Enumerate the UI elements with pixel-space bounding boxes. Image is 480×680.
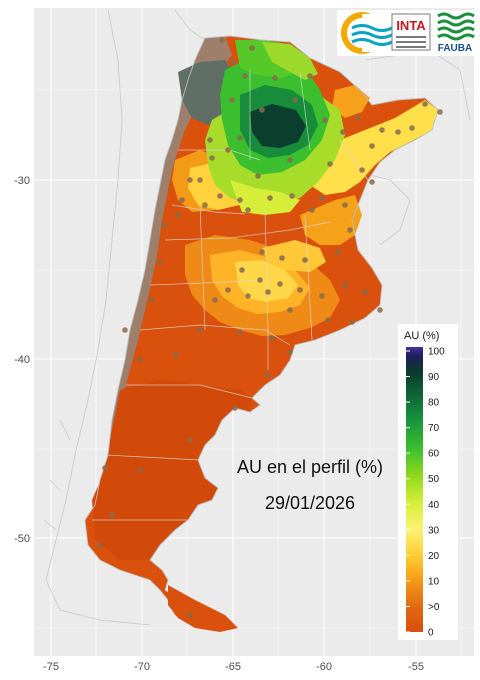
region-tierra-del-fuego [168,585,238,632]
region-ne-orange [332,85,370,118]
inta-logo-icon: INTA [391,13,431,51]
region-green-darkest [250,104,306,148]
y-tick-label: -50 [14,533,30,545]
first-logo-icon [341,12,393,54]
legend-label: 40 [428,500,440,511]
x-tick-label: -75 [43,661,59,673]
x-axis-ticks: -75 -70 -65 -60 -55 [43,661,424,673]
legend-label: 60 [428,449,440,460]
region-pampas-north [262,240,326,272]
legend-label: 20 [428,551,440,562]
neighbor-borders [43,9,471,626]
x-tick-label: -70 [134,661,150,673]
x-tick-label: -55 [408,661,424,673]
legend-label: 50 [428,474,440,485]
legend-label: 10 [428,576,440,587]
region-chaco-yellowgreen [230,180,300,215]
inta-logo-text: INTA [396,18,426,33]
legend-labels: 100 90 80 70 60 50 40 30 20 10 >0 0 [406,347,445,639]
argentina-outline [84,35,439,631]
fauba-logo-icon: FAUBA [437,12,475,54]
logos: INTA FAUBA [337,10,475,56]
station-points [97,37,443,618]
legend-label: 90 [428,372,440,383]
region-north-lightgreen [262,42,318,80]
fauba-logo-text: FAUBA [438,43,472,54]
y-tick-label: -40 [14,354,30,366]
legend-colorbar [406,347,423,632]
legend-label: 0 [428,628,434,639]
legend-title: AU (%) [404,330,439,342]
legend-label: 70 [428,423,440,434]
x-tick-label: -60 [316,661,332,673]
legend-label: 100 [428,347,445,358]
y-axis-ticks: -30 -40 -50 [14,175,30,545]
province-borders [92,70,369,521]
map-title: AU en el perfil (%) [237,457,383,477]
y-tick-label: -30 [14,175,30,187]
legend-label: 80 [428,398,440,409]
region-east-amber [300,195,362,245]
x-tick-label: -65 [225,661,241,673]
legend-label: >0 [428,602,440,613]
map-date: 29/01/2026 [265,493,355,513]
region-patagonia [92,380,252,560]
legend: AU (%) 100 90 80 70 60 50 40 30 20 10 >0 0 [398,324,458,640]
legend-label: 30 [428,525,440,536]
